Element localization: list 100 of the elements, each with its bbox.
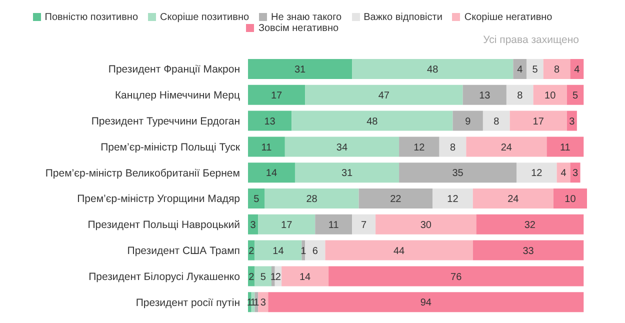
bar [452, 110, 483, 131]
data-label: 8 [554, 64, 560, 76]
data-label: 4 [517, 64, 524, 76]
data-label: 9 [465, 116, 472, 128]
data-label: 8 [450, 142, 456, 154]
y-tick-label: Прем’єр-міністр Великобританії Бернем [45, 167, 240, 180]
bar [284, 136, 400, 157]
bar [248, 84, 306, 105]
data-label: 94 [420, 298, 432, 309]
y-tick-label: Президент росії путін [136, 296, 240, 309]
y-tick-label: Канцлер Німеччини Мерц [114, 90, 240, 102]
legend-label: Повністю позитивно [44, 12, 138, 23]
bar [248, 136, 285, 157]
data-label: 22 [390, 194, 402, 206]
data-label: 30 [420, 220, 432, 231]
data-label: 3 [569, 116, 576, 128]
bar [516, 162, 557, 183]
data-label: 12 [447, 194, 459, 206]
data-label: 10 [544, 90, 556, 102]
bar [248, 188, 265, 208]
y-tick-label: Прем’єр-міністр Польщі Туск [100, 141, 240, 154]
data-label: 2 [275, 272, 282, 283]
bar [254, 240, 302, 260]
data-label: 14 [266, 168, 278, 180]
bar [482, 110, 510, 131]
bar [533, 84, 567, 105]
data-label: 7 [361, 220, 368, 231]
y-tick-label: Президент США Трамп [127, 244, 240, 257]
data-label: 11 [328, 220, 340, 231]
data-label: 17 [532, 116, 544, 128]
data-label: 14 [272, 246, 284, 257]
bar [513, 59, 527, 79]
bar [268, 292, 584, 312]
data-label: 12 [531, 168, 543, 180]
y-tick-label: Президент Туреччини Ердоган [91, 115, 240, 128]
data-label: 2 [248, 272, 255, 283]
bar [358, 188, 433, 208]
bar [399, 162, 517, 183]
data-label: 10 [564, 194, 576, 206]
data-label: 35 [452, 168, 464, 180]
bar [248, 162, 295, 183]
legend-label: Не знаю такого [271, 12, 342, 23]
data-label: 3 [572, 168, 578, 180]
data-label: 24 [508, 194, 520, 206]
y-tick-label: Прем’єр-міністр Угорщини Мадяр [77, 193, 240, 206]
bar [570, 59, 584, 79]
data-label: 5 [572, 90, 578, 102]
data-label: 76 [450, 272, 462, 283]
bar [432, 188, 473, 208]
data-label: 34 [336, 142, 348, 154]
legend-label: Важко відповісти [364, 12, 442, 23]
bar [566, 84, 584, 105]
bar [315, 214, 352, 234]
bar [570, 162, 580, 183]
data-label: 11 [560, 142, 571, 154]
data-label: 3 [250, 220, 256, 231]
bar [248, 59, 352, 79]
data-label: 13 [479, 90, 491, 102]
bar [264, 188, 359, 208]
bar [526, 59, 544, 79]
data-label: 48 [366, 116, 378, 128]
data-label: 4 [574, 64, 580, 76]
data-label: 4 [560, 168, 567, 180]
text: Усі права захищено [483, 34, 579, 46]
data-label: 31 [294, 64, 306, 76]
y-tick-label: Президент Польщі Навроцький [88, 219, 240, 232]
bar [462, 84, 506, 105]
bar [510, 110, 567, 131]
legend-label: Зовсім негативно [258, 23, 339, 34]
bar [546, 136, 584, 157]
data-label: 28 [306, 194, 318, 206]
bar [328, 266, 584, 286]
bar [305, 240, 326, 260]
bar [376, 214, 476, 234]
data-label: 17 [270, 90, 283, 102]
data-label: 5 [254, 194, 260, 206]
bar [282, 266, 329, 286]
bar [352, 214, 376, 234]
bar [553, 188, 587, 208]
data-label: 1 [270, 272, 276, 283]
y-tick-label: Президент Франції Макрон [108, 64, 240, 76]
bar [254, 266, 272, 286]
data-label: 13 [264, 116, 276, 128]
data-label: 33 [522, 246, 534, 257]
bar [352, 59, 514, 79]
data-label: 5 [260, 272, 266, 283]
y-tick-label: Президент Білорусі Лукашенко [88, 270, 240, 283]
bar [294, 162, 400, 183]
data-label: 8 [517, 90, 524, 102]
data-label: 44 [393, 246, 406, 257]
legend-label: Скоріше позитивно [160, 12, 250, 23]
bar [399, 136, 440, 157]
bar [325, 240, 473, 260]
bar [292, 110, 453, 131]
data-label: 17 [281, 220, 293, 231]
data-label: 5 [532, 64, 538, 76]
bar [472, 188, 554, 208]
data-label: 1 [300, 246, 307, 257]
bar [258, 214, 316, 234]
bar [305, 84, 463, 105]
